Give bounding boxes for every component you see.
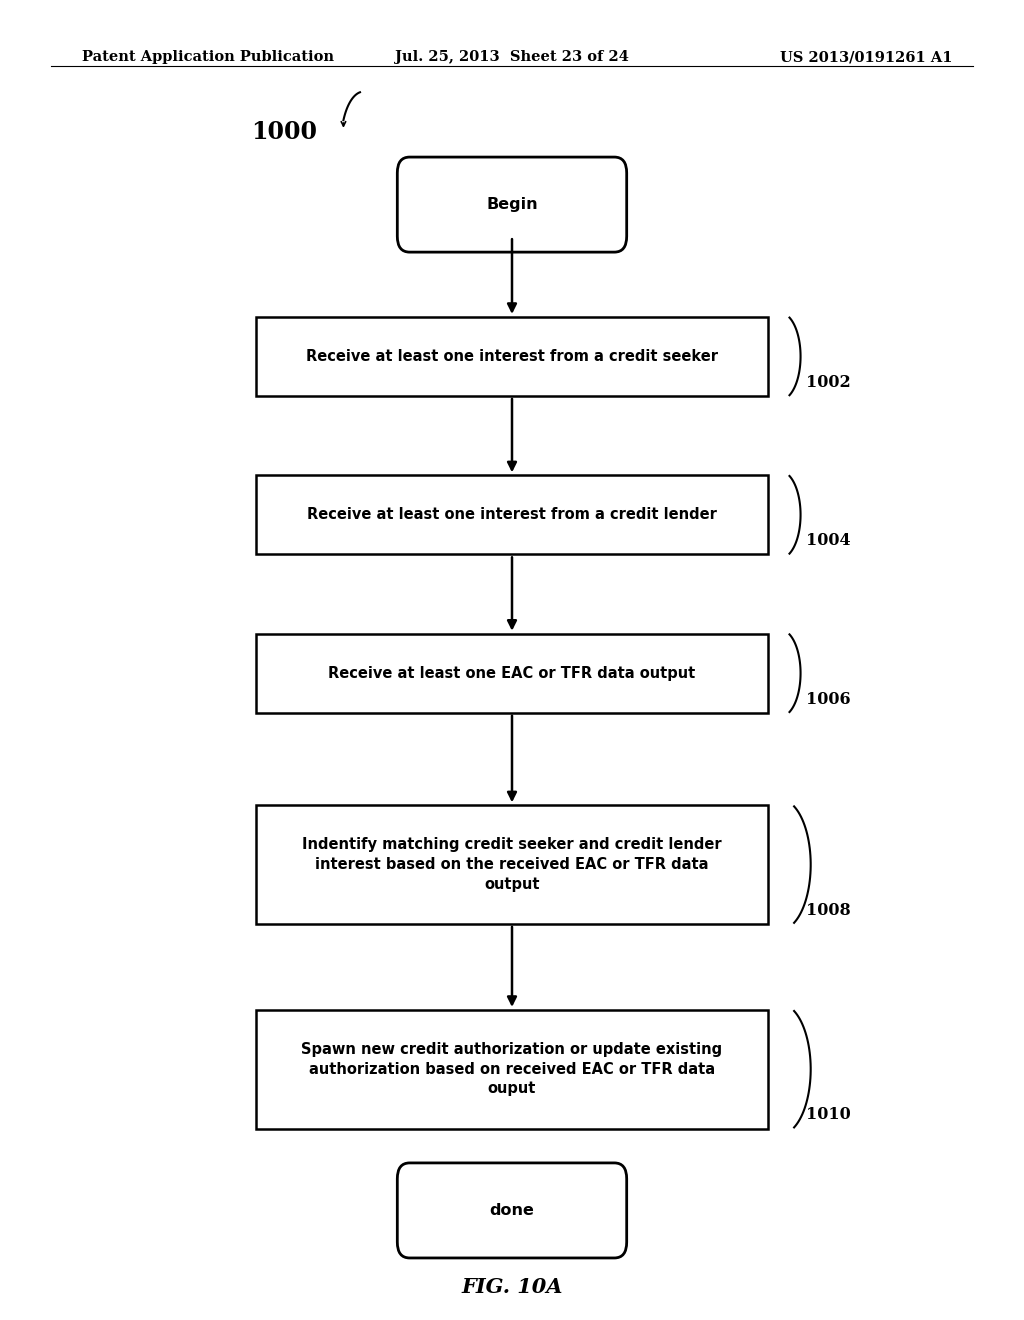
Text: 1002: 1002 xyxy=(806,374,851,391)
Text: Receive at least one interest from a credit seeker: Receive at least one interest from a cre… xyxy=(306,348,718,364)
Text: 1004: 1004 xyxy=(806,532,851,549)
Bar xyxy=(256,1010,768,1129)
Bar xyxy=(256,805,768,924)
Text: Receive at least one interest from a credit lender: Receive at least one interest from a cre… xyxy=(307,507,717,523)
Text: 1010: 1010 xyxy=(806,1106,851,1123)
Text: Begin: Begin xyxy=(486,197,538,213)
Text: Spawn new credit authorization or update existing
authorization based on receive: Spawn new credit authorization or update… xyxy=(301,1041,723,1097)
Text: Jul. 25, 2013  Sheet 23 of 24: Jul. 25, 2013 Sheet 23 of 24 xyxy=(395,50,629,65)
Text: Indentify matching credit seeker and credit lender
interest based on the receive: Indentify matching credit seeker and cre… xyxy=(302,837,722,892)
Text: US 2013/0191261 A1: US 2013/0191261 A1 xyxy=(780,50,952,65)
Text: done: done xyxy=(489,1203,535,1218)
Text: Receive at least one EAC or TFR data output: Receive at least one EAC or TFR data out… xyxy=(329,665,695,681)
FancyBboxPatch shape xyxy=(397,157,627,252)
FancyBboxPatch shape xyxy=(397,1163,627,1258)
Bar xyxy=(256,634,768,713)
Text: 1000: 1000 xyxy=(251,120,316,144)
Text: 1008: 1008 xyxy=(806,902,851,919)
Text: FIG. 10A: FIG. 10A xyxy=(461,1276,563,1298)
Text: 1006: 1006 xyxy=(806,690,851,708)
Text: Patent Application Publication: Patent Application Publication xyxy=(82,50,334,65)
Bar xyxy=(256,475,768,554)
Bar xyxy=(256,317,768,396)
